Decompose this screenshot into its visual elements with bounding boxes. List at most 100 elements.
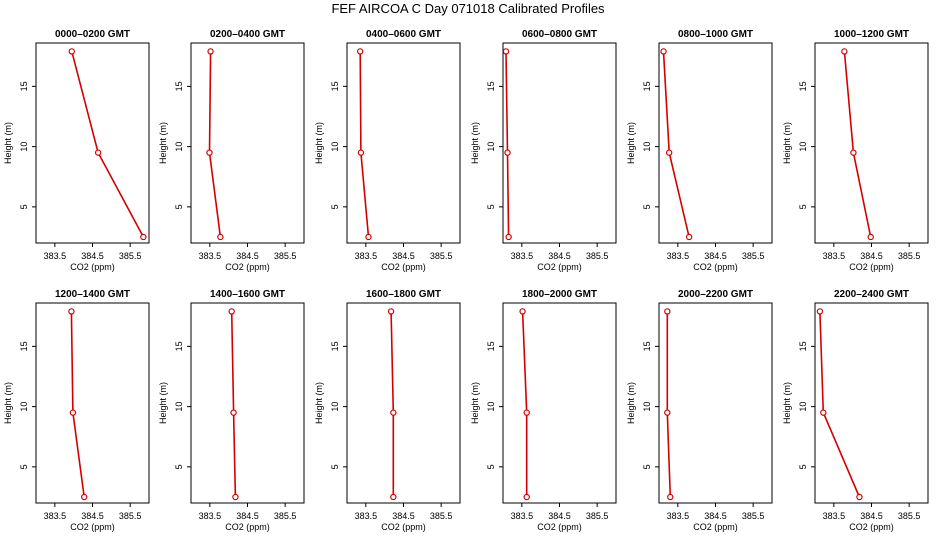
data-point bbox=[685, 233, 693, 241]
y-tick-label: 5 bbox=[486, 464, 496, 469]
y-tick-label: 10 bbox=[486, 142, 496, 152]
x-tick-label: 383.5 bbox=[511, 511, 534, 521]
y-tick-label: 15 bbox=[798, 81, 808, 91]
y-tick-label: 10 bbox=[19, 402, 29, 412]
y-tick-label: 15 bbox=[486, 81, 496, 91]
panel-title: 2000–2200 GMT bbox=[678, 289, 753, 300]
profile-panel: 2000–2200 GMT 383.5 384.5 385.5 5 10 15 CO2 (pp… bbox=[626, 289, 773, 532]
y-axis-label: Height (m) bbox=[470, 382, 480, 424]
y-tick-label: 10 bbox=[486, 402, 496, 412]
profile-panel: 1600–1800 GMT 383.5 384.5 385.5 5 10 15 CO2 (pp… bbox=[314, 289, 461, 532]
data-point bbox=[867, 233, 874, 241]
panel-title: 2200–2400 GMT bbox=[834, 289, 909, 300]
profile-line bbox=[521, 311, 528, 497]
x-tick-label: 383.5 bbox=[199, 511, 222, 521]
x-tick-label: 384.5 bbox=[704, 251, 727, 261]
y-axis-label: Height (m) bbox=[626, 122, 636, 164]
x-tick-label: 384.5 bbox=[392, 511, 415, 521]
profile-line bbox=[390, 311, 395, 497]
data-point bbox=[207, 48, 214, 55]
y-tick-label: 15 bbox=[330, 81, 340, 91]
x-axis-label: CO2 (ppm) bbox=[381, 522, 426, 532]
profile-line bbox=[662, 51, 690, 238]
y-tick-label: 10 bbox=[642, 142, 652, 152]
x-tick-label: 385.5 bbox=[586, 251, 609, 261]
y-tick-label: 5 bbox=[19, 464, 29, 469]
data-point bbox=[140, 233, 147, 241]
x-tick-label: 383.5 bbox=[823, 251, 846, 261]
panel-title: 0600–0800 GMT bbox=[522, 29, 597, 40]
x-axis-label: CO2 (ppm) bbox=[693, 262, 738, 272]
x-tick-label: 385.5 bbox=[898, 251, 921, 261]
x-tick-label: 383.5 bbox=[511, 251, 534, 261]
profile-line bbox=[230, 311, 237, 498]
data-point bbox=[667, 493, 674, 501]
profile-panel: 0600–0800 GMT 383.5 384.5 385.5 5 10 15 CO2 (pp… bbox=[470, 29, 617, 272]
x-tick-label: 385.5 bbox=[430, 251, 453, 261]
data-point bbox=[505, 233, 512, 241]
profile-line bbox=[666, 311, 672, 498]
panel-title: 0400–0600 GMT bbox=[366, 29, 441, 40]
y-axis-label: Height (m) bbox=[470, 122, 480, 164]
x-axis-label: CO2 (ppm) bbox=[537, 262, 582, 272]
data-point bbox=[502, 48, 510, 55]
x-axis-label: CO2 (ppm) bbox=[381, 262, 426, 272]
x-tick-label: 383.5 bbox=[355, 511, 378, 521]
profile-line bbox=[208, 51, 222, 238]
data-point bbox=[217, 233, 224, 241]
x-tick-label: 384.5 bbox=[704, 511, 727, 521]
y-tick-label: 15 bbox=[174, 341, 184, 351]
plot-frame bbox=[190, 302, 305, 504]
plot-frame bbox=[346, 302, 461, 504]
y-axis-label: Height (m) bbox=[626, 382, 636, 424]
x-tick-label: 384.5 bbox=[81, 511, 104, 521]
y-axis-label: Height (m) bbox=[782, 122, 792, 164]
data-point bbox=[665, 149, 673, 156]
plot-frame bbox=[502, 302, 617, 504]
profile-panel: 0400–0600 GMT 383.5 384.5 385.5 5 10 15 CO2 (pp… bbox=[314, 29, 461, 272]
y-tick-label: 15 bbox=[798, 341, 808, 351]
profile-panel: 1800–2000 GMT 383.5 384.5 385.5 5 10 15 CO2 (pp… bbox=[470, 289, 617, 532]
data-point bbox=[81, 493, 88, 501]
x-axis-label: CO2 (ppm) bbox=[849, 262, 894, 272]
profile-panel: 1400–1600 GMT 383.5 384.5 385.5 5 10 15 CO2 (pp… bbox=[158, 289, 305, 532]
x-tick-label: 384.5 bbox=[236, 251, 259, 261]
panel-title: 1400–1600 GMT bbox=[210, 289, 285, 300]
data-point bbox=[228, 308, 235, 315]
profile-panel: 0800–1000 GMT 383.5 384.5 385.5 5 10 15 CO2 (pp… bbox=[626, 29, 773, 272]
x-tick-label: 385.5 bbox=[119, 511, 142, 521]
data-point bbox=[232, 493, 239, 501]
x-tick-label: 383.5 bbox=[199, 251, 222, 261]
y-tick-label: 10 bbox=[330, 142, 340, 152]
data-point bbox=[94, 149, 102, 156]
x-axis-label: CO2 (ppm) bbox=[693, 522, 738, 532]
y-tick-label: 5 bbox=[174, 204, 184, 209]
data-point bbox=[523, 409, 530, 416]
y-axis-label: Height (m) bbox=[3, 122, 13, 164]
y-tick-label: 5 bbox=[19, 204, 29, 209]
data-point bbox=[357, 149, 365, 156]
y-tick-label: 5 bbox=[174, 464, 184, 469]
plot-frame bbox=[814, 302, 929, 504]
plot-frame bbox=[346, 42, 461, 244]
x-tick-label: 384.5 bbox=[548, 251, 571, 261]
x-axis-label: CO2 (ppm) bbox=[70, 522, 115, 532]
data-point bbox=[664, 308, 671, 315]
panel-title: 1600–1800 GMT bbox=[366, 289, 441, 300]
y-tick-label: 15 bbox=[19, 341, 29, 351]
x-tick-label: 384.5 bbox=[81, 251, 104, 261]
x-tick-label: 383.5 bbox=[823, 511, 846, 521]
plot-frame bbox=[35, 302, 150, 504]
x-axis-label: CO2 (ppm) bbox=[537, 522, 582, 532]
x-axis-label: CO2 (ppm) bbox=[225, 522, 270, 532]
data-point bbox=[523, 493, 530, 501]
panel-title: 0000–0200 GMT bbox=[55, 29, 130, 40]
panel-title: 1000–1200 GMT bbox=[834, 29, 909, 40]
data-point bbox=[68, 308, 75, 315]
y-tick-label: 5 bbox=[798, 204, 808, 209]
y-tick-label: 15 bbox=[330, 341, 340, 351]
y-tick-label: 10 bbox=[330, 402, 340, 412]
panel-title: 0200–0400 GMT bbox=[210, 29, 285, 40]
profile-panel: 0200–0400 GMT 383.5 384.5 385.5 5 10 15 CO2 (pp… bbox=[158, 29, 305, 272]
x-tick-label: 385.5 bbox=[274, 251, 297, 261]
